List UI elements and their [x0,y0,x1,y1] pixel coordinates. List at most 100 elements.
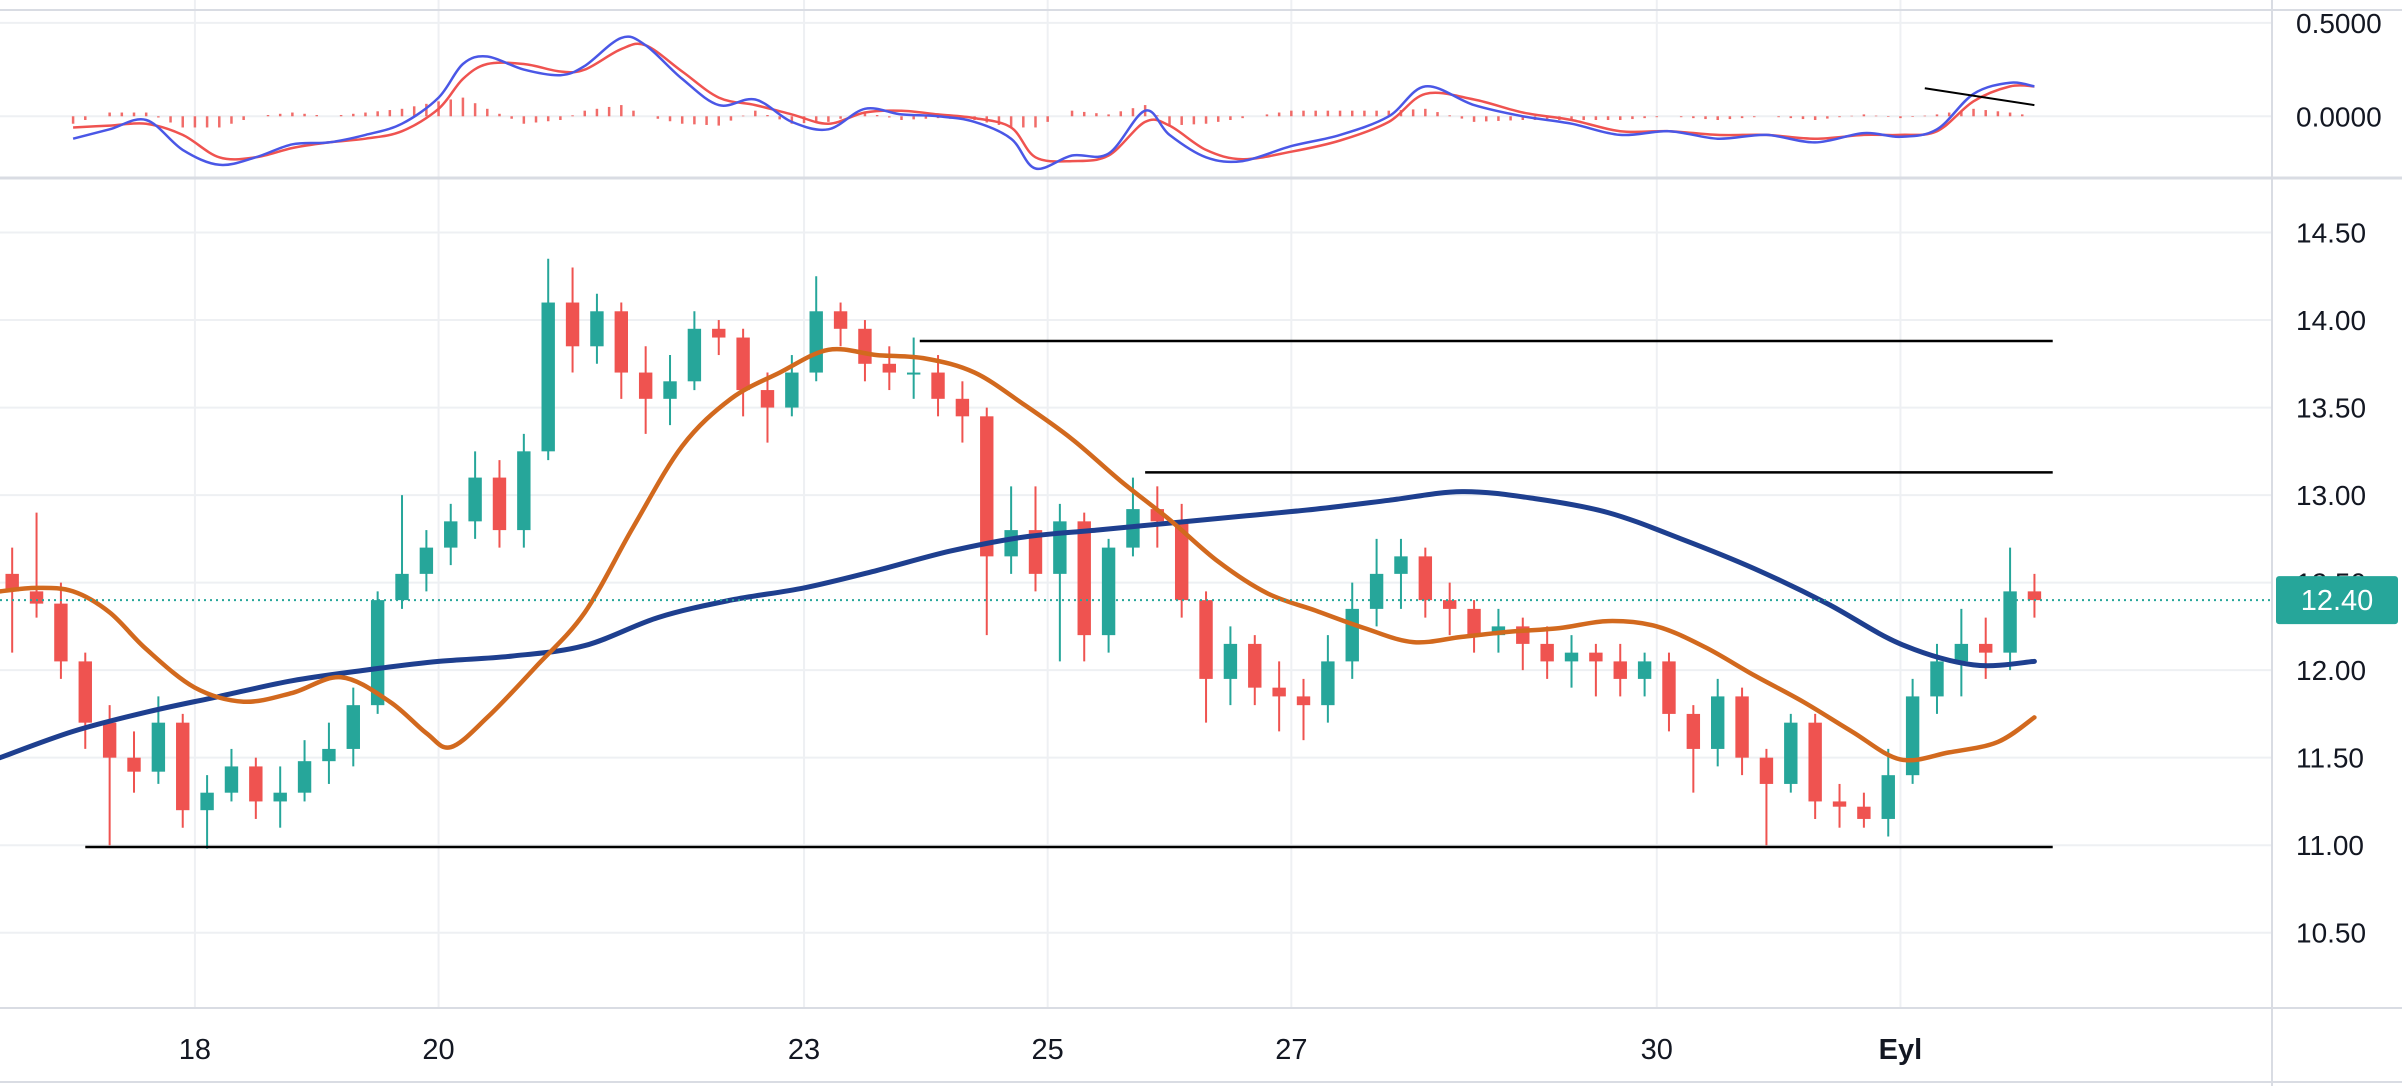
candle-body-32 [785,372,799,408]
price-pane[interactable] [0,258,2272,849]
candle-body-45 [1101,547,1116,636]
candle-body-64 [1564,652,1579,662]
candle-body-72 [1759,757,1774,784]
candle-body-44 [1077,521,1091,636]
macd-trendline [1924,87,2035,107]
time-axis-label-0: 18 [179,1034,211,1066]
candle-body-21 [517,451,531,531]
price-axis-label-7: 11.00 [2296,830,2364,861]
candle-body-73 [1784,722,1798,784]
time-axis-label-1: 20 [422,1034,454,1066]
candle-body-50 [1223,643,1238,679]
candle-body-23 [565,302,580,347]
macd-axis-label-1: 0.0000 [2296,101,2382,132]
candle-body-18 [444,521,458,548]
candle-body-24 [590,311,604,347]
candle-body-8 [200,792,214,811]
candle-body-81 [1979,643,1993,653]
candle-body-33 [809,311,823,373]
candle-body-40 [980,416,994,557]
candle-body-34 [833,311,848,329]
macd-line [72,35,2035,171]
price-axis-label-8: 10.50 [2296,918,2366,949]
macd-axis-label-0: 0.5000 [2296,8,2382,39]
candle-body-41 [1004,530,1018,557]
candle-body-68 [1662,661,1676,714]
candle-body-55 [1345,608,1359,662]
candle-body-10 [249,766,263,802]
candle-body-12 [297,761,312,793]
price-axis-label-3: 13.00 [2296,480,2366,511]
candle-body-56 [1369,573,1384,609]
candle-body-58 [1418,556,1433,601]
macd-pane[interactable] [71,35,2035,171]
candle-body-49 [1199,600,1213,679]
candle-body-79 [1930,661,1944,697]
candle-body-83 [2027,591,2042,601]
candle-body-75 [1832,801,1847,807]
candle-body-60 [1467,608,1481,636]
candle-body-3 [78,661,92,723]
price-axis-label-0: 14.50 [2296,218,2366,249]
candle-body-25 [614,311,628,373]
candle-body-63 [1540,643,1554,662]
current-price-tag [2276,576,2398,625]
candle-body-53 [1296,696,1311,706]
price-axis-label-5: 12.00 [2296,655,2366,686]
candle-body-70 [1711,696,1725,749]
axes: 14.5014.0013.5013.0012.5012.0011.5011.00… [179,8,2398,1066]
price-axis-label-2: 13.50 [2296,393,2366,424]
candle-body-7 [176,722,190,811]
candle-body-6 [151,722,166,772]
candle-body-9 [224,766,239,793]
current-price-label: 12.40 [2301,585,2374,617]
candle-body-42 [1028,530,1043,574]
time-axis-label-5: 30 [1641,1034,1673,1066]
candle-body-0 [5,573,19,592]
candle-body-48 [1174,521,1189,601]
candle-body-22 [541,302,555,452]
time-axis-label-2: 23 [788,1034,820,1066]
candle-body-38 [931,372,945,399]
candle-body-77 [1881,775,1895,819]
candle-body-57 [1394,556,1408,574]
price-axis-label-1: 14.00 [2296,305,2366,336]
candle-body-43 [1053,521,1067,574]
candle-body-80 [1954,643,1969,662]
candle-body-14 [346,705,360,749]
candle-body-76 [1857,806,1871,819]
candle-body-17 [419,547,434,574]
candle-body-66 [1613,661,1627,679]
candle-body-19 [468,477,482,522]
candle-body-36 [882,363,897,373]
candle-body-39 [955,398,970,417]
candle-body-20 [492,477,507,531]
candle-body-71 [1735,696,1749,758]
candle-body-82 [2003,591,2017,653]
time-axis-label-6: Eyl [1879,1034,1923,1066]
candle-body-26 [638,372,653,399]
candle-body-37 [906,372,921,375]
candle-body-74 [1808,722,1822,802]
candle-body-35 [858,328,872,364]
candle-body-69 [1686,713,1701,749]
candle-body-5 [127,757,141,772]
candle-body-29 [712,328,726,338]
candle-body-30 [736,337,750,391]
candle-body-15 [370,600,385,706]
time-axis-label-3: 25 [1032,1034,1064,1066]
time-axis-label-4: 27 [1275,1034,1307,1066]
candle-body-78 [1905,696,1920,776]
candle-body-67 [1637,661,1652,679]
candle-body-52 [1272,687,1286,697]
candle-body-28 [687,328,702,382]
ma-slow-line [0,489,2037,761]
candle-body-59 [1442,600,1457,609]
candle-body-2 [54,603,68,662]
candle-body-1 [29,591,44,604]
candle-body-65 [1589,652,1603,662]
candle-body-51 [1248,643,1262,688]
